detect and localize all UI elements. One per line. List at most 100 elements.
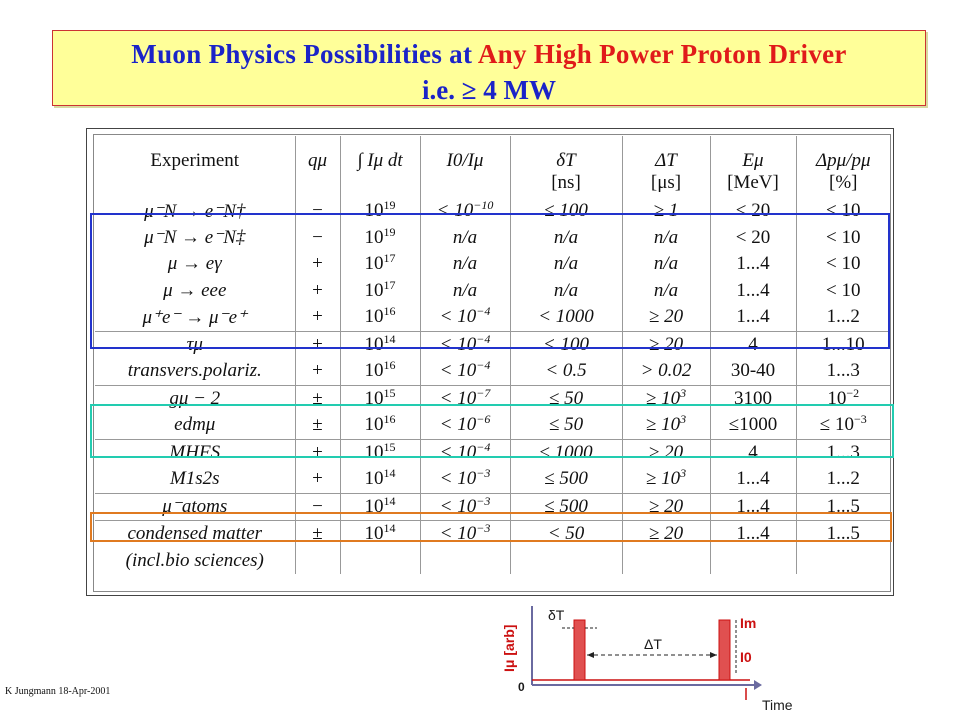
cell-integrated-intensity: 1014 xyxy=(340,492,421,521)
cell-integrated-intensity: 1014 xyxy=(340,466,421,493)
cell-pulse-width-value: < 100 xyxy=(542,333,590,355)
cell-muon-energy-value: < 20 xyxy=(735,200,771,222)
cell-intensity-ratio: < 10−4 xyxy=(420,304,511,331)
cell-pulse-spacing: > 0.02 xyxy=(622,358,711,385)
cell-charge-value: + xyxy=(312,306,323,328)
cell-momentum-spread: 1...3 xyxy=(796,438,890,466)
cell-muon-energy-value: 1...4 xyxy=(736,523,770,545)
cell-integrated-intensity-exponent: 14 xyxy=(383,331,396,346)
cell-charge-value: ± xyxy=(312,523,323,545)
cell-muon-energy: 3100 xyxy=(710,384,797,412)
cell-integrated-intensity-exponent: 15 xyxy=(383,439,396,454)
cell-pulse-spacing-value: ≥ 10 xyxy=(645,468,681,490)
cell-charge-value: + xyxy=(312,279,323,301)
cell-charge: + xyxy=(295,277,341,304)
cell-experiment: μ⁻atoms xyxy=(95,492,296,521)
cell-muon-energy: ≤1000 xyxy=(710,412,797,439)
cell-pulse-spacing-value: ≥ 20 xyxy=(648,523,684,545)
cell-charge-value: + xyxy=(312,360,323,382)
cell-momentum-spread-value: 1...5 xyxy=(826,495,860,517)
cell-pulse-width-value: < 1000 xyxy=(538,306,594,328)
diagram-spacing-arrow-left xyxy=(587,652,594,658)
cell-muon-energy: 4 xyxy=(710,438,797,466)
cell-intensity-ratio: < 10−7 xyxy=(420,384,511,412)
cell-charge: − xyxy=(295,198,341,225)
cell-momentum-spread-value: < 10 xyxy=(826,226,861,248)
cell-integrated-intensity-exponent: 16 xyxy=(383,358,396,373)
diagram-x-arrowhead xyxy=(754,680,762,690)
cell-pulse-width: n/a xyxy=(510,251,623,278)
cell-pulse-spacing-exponent: 3 xyxy=(680,412,687,427)
cell-pulse-width-value: ≤ 50 xyxy=(548,387,584,409)
cell-experiment-value: MHFS xyxy=(169,441,221,463)
cell-charge-value: + xyxy=(312,333,323,355)
cell-intensity-ratio: < 10−3 xyxy=(420,492,511,521)
cell-momentum-spread-value: 1...2 xyxy=(826,468,860,490)
cell-momentum-spread: < 10 xyxy=(796,278,890,305)
cell-charge: + xyxy=(295,466,341,493)
cell-muon-energy: < 20 xyxy=(710,224,797,251)
cell-intensity-ratio: < 10−6 xyxy=(420,412,511,439)
cell-pulse-spacing: ≥ 103 xyxy=(622,412,711,439)
cell-muon-energy: 1...4 xyxy=(710,304,797,331)
cell-charge-value: + xyxy=(312,468,323,490)
cell-intensity-ratio-exponent: −3 xyxy=(476,493,491,508)
cell-charge: + xyxy=(295,358,341,385)
cell-momentum-spread-value: < 10 xyxy=(826,279,861,301)
cell-intensity-ratio: n/a xyxy=(420,277,511,304)
cell-intensity-ratio-value: < 10 xyxy=(439,387,477,409)
cell-charge-value: ± xyxy=(312,387,323,409)
cell-experiment: transvers.polariz. xyxy=(95,358,296,385)
cell-momentum-spread: < 10 xyxy=(796,251,890,278)
cell-intensity-ratio: < 10−4 xyxy=(420,358,511,385)
table-row: condensed matter ±1014 < 10−3 < 50 ≥ 20 1...4… xyxy=(95,520,890,548)
cell-integrated-intensity: 1017 xyxy=(340,251,421,278)
cell-pulse-width: < 100 xyxy=(510,330,623,358)
cell-experiment-value: M1s2s xyxy=(169,468,220,490)
unit-muon-energy: [MeV] xyxy=(710,172,797,198)
cell-pulse-width: ≤ 50 xyxy=(510,384,623,412)
title-part-2: Any High Power Proton Driver xyxy=(477,39,847,69)
cell-experiment-value: transvers.polariz. xyxy=(127,360,262,382)
cell-integrated-intensity-value: 10 xyxy=(364,387,384,409)
header-integrated-intensity: ∫ Iμ dt xyxy=(340,136,421,172)
cell-experiment-value: gμ − 2 xyxy=(169,387,221,409)
diagram-spacing-arrow-right xyxy=(710,652,717,658)
cell-momentum-spread-value: 1...3 xyxy=(826,360,860,382)
cell-momentum-spread: 10−2 xyxy=(796,384,890,412)
cell-experiment-value: (incl.bio sciences) xyxy=(125,549,264,571)
cell-momentum-spread xyxy=(796,548,890,575)
cell-momentum-spread: 1...2 xyxy=(796,304,890,331)
cell-experiment-value: condensed matter xyxy=(127,523,263,545)
diagram-im-label: Im xyxy=(740,615,756,631)
cell-intensity-ratio-exponent: −3 xyxy=(476,521,491,536)
cell-intensity-ratio: < 10−4 xyxy=(420,438,511,466)
cell-pulse-spacing: n/a xyxy=(622,251,711,278)
cell-experiment: (incl.bio sciences) xyxy=(95,547,296,574)
cell-momentum-spread-exponent: −2 xyxy=(846,385,860,400)
cell-pulse-spacing: ≥ 1 xyxy=(622,198,711,225)
cell-muon-energy-value: 30-40 xyxy=(730,360,776,382)
cell-pulse-spacing-value: n/a xyxy=(653,226,679,248)
cell-intensity-ratio: n/a xyxy=(420,251,511,278)
cell-muon-energy-value: 1...4 xyxy=(736,495,770,517)
header-momentum-spread: Δpμ/pμ xyxy=(815,150,871,171)
cell-momentum-spread: < 10 xyxy=(796,198,890,225)
pulse-timing-diagram: Iμ [arb] 0 δT ΔT Im I0 Time xyxy=(501,606,793,713)
cell-intensity-ratio: < 10−3 xyxy=(420,520,511,548)
cell-integrated-intensity-value: 10 xyxy=(364,200,384,222)
cell-intensity-ratio-value: < 10 xyxy=(439,414,477,436)
cell-pulse-width: < 0.5 xyxy=(510,358,623,385)
cell-charge: + xyxy=(295,251,341,278)
diagram-time-label: Time xyxy=(762,697,793,713)
cell-integrated-intensity-value: 10 xyxy=(364,468,384,490)
cell-muon-energy-value: 4 xyxy=(748,441,758,463)
table-row: τμ +1014 < 10−4 < 100 ≥ 20 4 1...10 xyxy=(95,330,890,358)
cell-muon-energy: 1...4 xyxy=(710,251,797,278)
cell-experiment: μ⁻N → e⁻N† xyxy=(95,198,296,225)
cell-intensity-ratio-value: < 10 xyxy=(439,523,477,545)
cell-integrated-intensity-value: 10 xyxy=(364,226,384,248)
cell-muon-energy-value: 3100 xyxy=(734,387,772,409)
title-line-2: i.e. ≥ 4 MW xyxy=(421,75,557,105)
cell-pulse-spacing xyxy=(622,547,711,574)
